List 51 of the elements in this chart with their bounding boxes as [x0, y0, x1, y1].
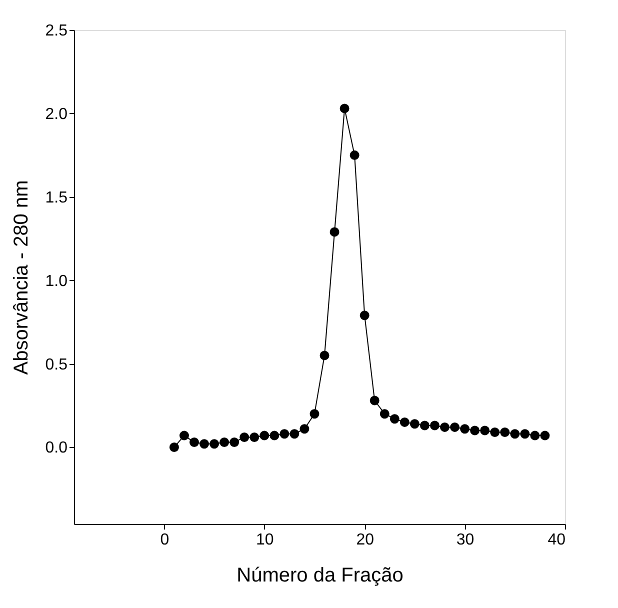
point [340, 104, 350, 114]
point [360, 310, 370, 320]
point [200, 439, 210, 449]
point [320, 350, 330, 360]
point [530, 430, 540, 440]
point [460, 424, 470, 434]
x-tick-label: 20 [356, 532, 374, 548]
point [330, 227, 340, 237]
point [240, 432, 250, 442]
point [520, 429, 530, 439]
point [260, 430, 270, 440]
point [310, 409, 320, 419]
point [540, 430, 550, 440]
point [270, 430, 280, 440]
point [510, 429, 520, 439]
point [280, 429, 290, 439]
point [420, 420, 430, 430]
point [450, 422, 460, 432]
x-axis-title: Número da Fração [236, 564, 404, 586]
point [380, 409, 390, 419]
point [440, 422, 450, 432]
x-tick-label: 30 [456, 532, 474, 548]
x-tick-label: 40 [548, 532, 566, 548]
point [250, 432, 260, 442]
y-tick-label: 2.0 [45, 106, 68, 123]
point [480, 426, 490, 436]
y-tick-label: 0.0 [45, 440, 68, 457]
point [400, 417, 410, 427]
point [470, 426, 480, 436]
x-tick-label: 0 [160, 532, 170, 548]
point [169, 442, 179, 452]
point [300, 424, 310, 434]
y-tick-label: 1.0 [45, 272, 68, 290]
point [500, 427, 510, 437]
point [220, 437, 230, 447]
point [230, 437, 240, 447]
point [190, 437, 199, 447]
point [410, 419, 420, 429]
point [210, 439, 220, 449]
y-tick-label: 1.5 [45, 189, 68, 206]
point [490, 427, 500, 437]
point [179, 430, 189, 440]
y-tick-label: 2.5 [45, 22, 68, 40]
point [390, 414, 400, 424]
point [350, 150, 360, 160]
point [370, 396, 380, 406]
y-tick-label: 0.5 [45, 356, 68, 374]
x-tick-label: 10 [256, 532, 274, 548]
point [290, 429, 300, 439]
point [430, 420, 440, 430]
y-axis-title: Absorvância - 280 nm [10, 180, 32, 375]
